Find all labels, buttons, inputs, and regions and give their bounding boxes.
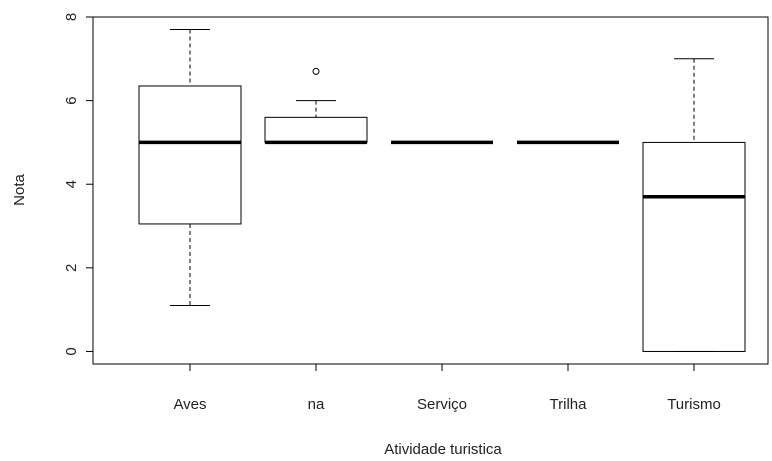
x-tick-label: na	[308, 396, 325, 413]
x-tick-label: Serviço	[417, 396, 467, 413]
x-axis-label: Atividade turistica	[384, 441, 502, 458]
plot-frame	[92, 16, 769, 365]
y-tick-label: 8	[63, 13, 80, 21]
x-tick-label: Aves	[173, 396, 206, 413]
box	[264, 116, 368, 143]
y-axis-label: Nota	[11, 174, 28, 206]
x-tick-label: Turismo	[667, 396, 721, 413]
y-tick-label: 4	[63, 180, 80, 188]
y-tick-label: 2	[63, 264, 80, 272]
outlier	[312, 67, 320, 75]
box	[138, 85, 242, 225]
y-tick-label: 6	[63, 96, 80, 104]
box	[642, 141, 746, 352]
y-tick-label: 0	[63, 347, 80, 355]
x-tick-label: Trilha	[550, 396, 588, 413]
